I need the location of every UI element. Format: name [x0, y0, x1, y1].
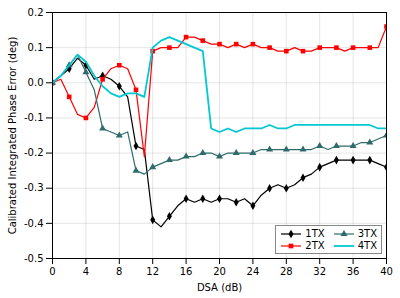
- svg-text:-0.4: -0.4: [24, 218, 44, 229]
- svg-text:-0.1: -0.1: [24, 112, 44, 123]
- svg-text:16: 16: [180, 266, 193, 277]
- svg-text:4: 4: [83, 266, 89, 277]
- html-text:2TX: 2TX: [305, 240, 325, 251]
- svg-text:-0.3: -0.3: [24, 182, 44, 193]
- svg-text:24: 24: [247, 266, 260, 277]
- svg-text:12: 12: [146, 266, 159, 277]
- svg-text:36: 36: [347, 266, 360, 277]
- html-text:1TX: 1TX: [305, 228, 325, 239]
- html-text:4TX: 4TX: [357, 240, 377, 251]
- svg-text:40: 40: [380, 266, 393, 277]
- svg-text:Calibrated Integrated Phase Er: Calibrated Integrated Phase Error (deg): [7, 37, 18, 235]
- svg-text:28: 28: [280, 266, 293, 277]
- svg-text:0.0: 0.0: [28, 77, 44, 88]
- svg-text:0: 0: [49, 266, 55, 277]
- svg-text:32: 32: [313, 266, 326, 277]
- svg-text:-0.2: -0.2: [24, 147, 44, 158]
- svg-text:8: 8: [116, 266, 122, 277]
- svg-text:20: 20: [213, 266, 226, 277]
- svg-text:0.2: 0.2: [28, 7, 44, 18]
- html-text:3TX: 3TX: [357, 228, 377, 239]
- svg-text:0.1: 0.1: [28, 42, 44, 53]
- svg-text:-0.5: -0.5: [24, 253, 44, 264]
- svg-text:DSA (dB): DSA (dB): [197, 282, 242, 293]
